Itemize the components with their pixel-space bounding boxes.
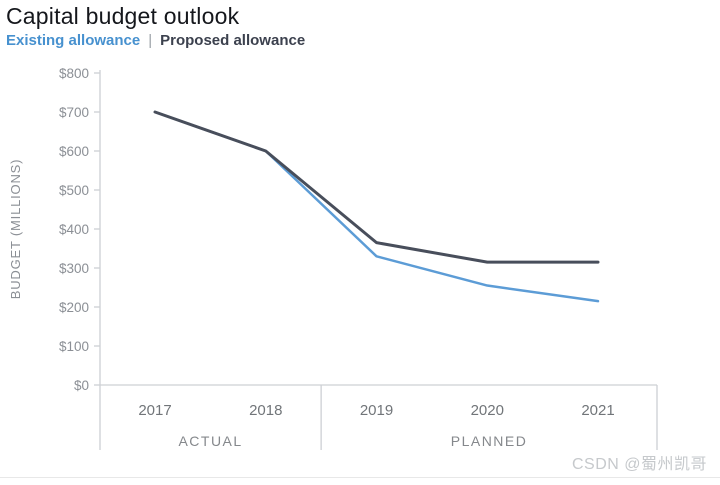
chart-title: Capital budget outlook bbox=[6, 3, 240, 29]
y-axis-tick-label: $400 bbox=[59, 222, 89, 237]
y-axis-tick-label: $200 bbox=[59, 300, 89, 315]
series-line-proposed-allowance bbox=[153, 110, 600, 264]
x-axis-label-2020: 2020 bbox=[471, 402, 504, 419]
page-bottom-divider bbox=[0, 477, 720, 478]
x-axis-label-2018: 2018 bbox=[249, 402, 282, 419]
x-group-label-planned: PLANNED bbox=[451, 433, 528, 449]
legend-item-existing-allowance[interactable]: Existing allowance bbox=[6, 32, 141, 49]
legend-item-proposed-allowance[interactable]: Proposed allowance bbox=[160, 32, 306, 49]
y-axis-tick-label: $700 bbox=[59, 105, 89, 120]
y-axis-title: BUDGET (MILLIONS) bbox=[8, 159, 23, 300]
x-group-label-actual: ACTUAL bbox=[178, 433, 242, 449]
x-axis-label-2019: 2019 bbox=[360, 402, 393, 419]
y-axis-tick-label: $300 bbox=[59, 261, 89, 276]
watermark: CSDN @蜀州凯哥 bbox=[571, 456, 707, 473]
chart-legend: Existing allowance | Proposed allowance bbox=[6, 32, 305, 50]
series-line-existing-allowance bbox=[153, 110, 600, 303]
y-axis-tick-label: $600 bbox=[59, 144, 89, 159]
legend-separator: | bbox=[148, 32, 153, 49]
x-axis-label-2021: 2021 bbox=[581, 402, 614, 419]
x-axis-label-2017: 2017 bbox=[138, 402, 171, 419]
y-axis-tick-label: $800 bbox=[59, 66, 89, 81]
y-axis-tick-label: $500 bbox=[59, 183, 89, 198]
y-axis-tick-label: $0 bbox=[74, 378, 89, 393]
y-axis-tick-label: $100 bbox=[59, 339, 89, 354]
